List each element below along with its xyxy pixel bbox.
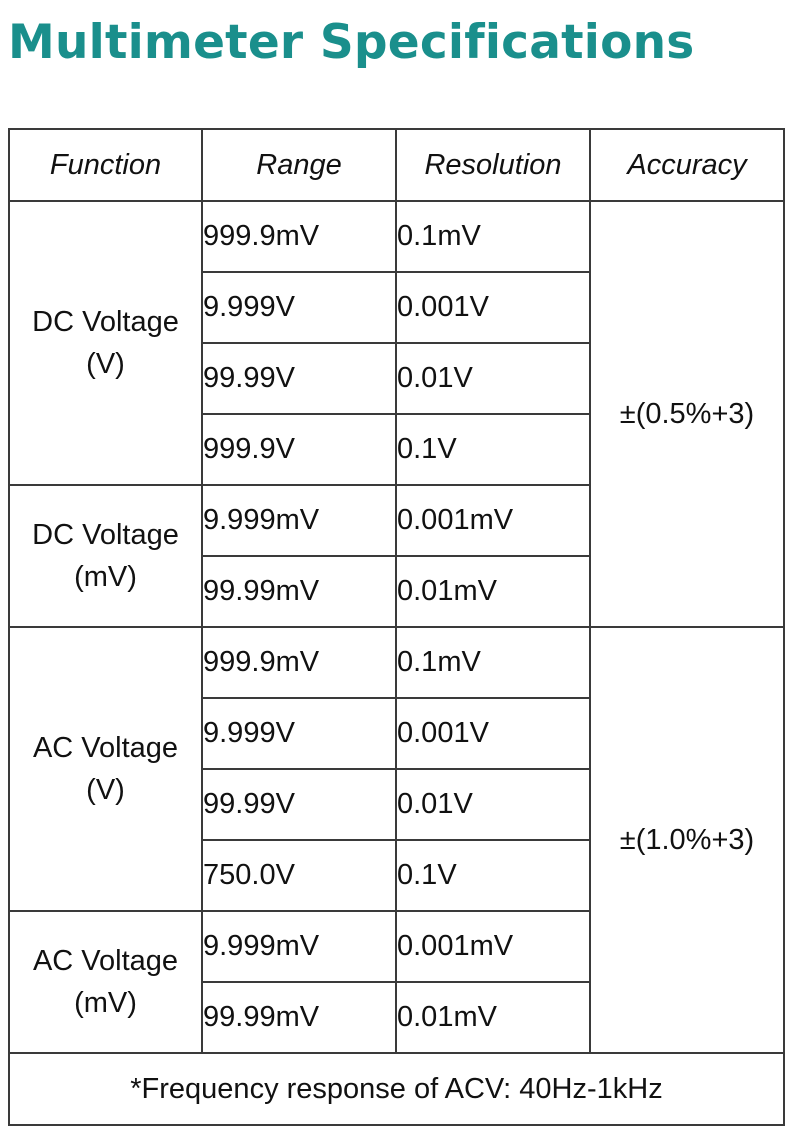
- page-title: Multimeter Specifications: [8, 15, 695, 70]
- range-cell: 999.9mV: [201, 200, 397, 273]
- header-resolution: Resolution: [395, 128, 591, 202]
- range-cell: 750.0V: [201, 839, 397, 912]
- footnote-row: *Frequency response of ACV: 40Hz-1kHz: [8, 1052, 785, 1126]
- function-unit: (mV): [74, 561, 137, 593]
- resolution-cell: 0.1V: [395, 839, 591, 912]
- range-cell: 9.999V: [201, 697, 397, 770]
- table-row: 999.9V 0.1V: [9, 413, 784, 486]
- function-cell-ac-v: AC Voltage (V): [8, 626, 203, 912]
- range-cell: 99.99mV: [201, 981, 397, 1054]
- header-function: Function: [8, 128, 203, 202]
- function-label: AC Voltage: [32, 732, 179, 764]
- resolution-cell: 0.01mV: [395, 555, 591, 628]
- spec-table: Function Range Resolution Accuracy DC Vo…: [8, 128, 785, 1126]
- table-row: 9.999V 0.001V: [9, 271, 784, 344]
- header-accuracy: Accuracy: [589, 128, 785, 202]
- table-row: AC Voltage (mV) 9.999mV 0.001mV: [8, 910, 784, 1054]
- resolution-cell: 0.01mV: [395, 981, 591, 1054]
- range-cell: 999.9mV: [201, 626, 397, 699]
- table-row: 99.99mV 0.01mV: [9, 981, 784, 1054]
- function-cell-ac-mv: AC Voltage (mV): [8, 910, 203, 1054]
- range-cell: 99.99V: [201, 342, 397, 415]
- table-row: 750.0V 0.1V: [9, 839, 784, 912]
- function-unit: (mV): [74, 987, 137, 1019]
- function-unit: (V): [86, 774, 125, 806]
- table-row: 99.99mV 0.01mV: [9, 555, 784, 628]
- resolution-cell: 0.001mV: [395, 484, 591, 557]
- resolution-cell: 0.1mV: [395, 200, 591, 273]
- resolution-cell: 0.001V: [395, 697, 591, 770]
- table-row: 99.99V 0.01V: [9, 342, 784, 415]
- resolution-cell: 0.1V: [395, 413, 591, 486]
- footnote: *Frequency response of ACV: 40Hz-1kHz: [8, 1052, 785, 1126]
- header-row: Function Range Resolution Accuracy: [8, 128, 785, 202]
- function-cell-dc-mv: DC Voltage (mV): [8, 484, 203, 628]
- function-label: DC Voltage: [32, 519, 179, 551]
- resolution-cell: 0.001mV: [395, 910, 591, 983]
- function-cell-dc-v: DC Voltage (V): [8, 200, 203, 486]
- function-unit: (V): [86, 348, 125, 380]
- table-row: 9.999V 0.001V: [9, 697, 784, 770]
- resolution-cell: 0.01V: [395, 768, 591, 841]
- range-cell: 9.999mV: [201, 484, 397, 557]
- table-row: DC Voltage (mV) 9.999mV 0.001mV: [8, 484, 784, 628]
- table-row: 99.99V 0.01V: [9, 768, 784, 841]
- range-cell: 99.99V: [201, 768, 397, 841]
- accuracy-cell-ac: ±(1.0%+3): [589, 626, 785, 1054]
- accuracy-cell-dc: ±(0.5%+3): [589, 200, 785, 628]
- range-cell: 999.9V: [201, 413, 397, 486]
- function-label: DC Voltage: [32, 306, 179, 338]
- function-label: AC Voltage: [32, 945, 179, 977]
- resolution-cell: 0.01V: [395, 342, 591, 415]
- range-cell: 99.99mV: [201, 555, 397, 628]
- range-cell: 9.999mV: [201, 910, 397, 983]
- table-row: AC Voltage (V) 999.9mV 0.1mV ±(1.0%+3): [8, 626, 785, 1054]
- header-range: Range: [201, 128, 397, 202]
- resolution-cell: 0.001V: [395, 271, 591, 344]
- range-cell: 9.999V: [201, 271, 397, 344]
- resolution-cell: 0.1mV: [395, 626, 591, 699]
- table-row: DC Voltage (V) 999.9mV 0.1mV ±(0.5%+3): [8, 200, 785, 628]
